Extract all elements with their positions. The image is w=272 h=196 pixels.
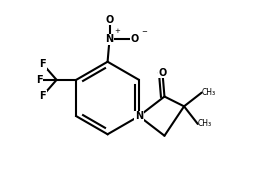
Text: CH₃: CH₃ bbox=[198, 120, 212, 128]
Text: N: N bbox=[106, 34, 114, 44]
Text: −: − bbox=[141, 29, 147, 35]
Text: F: F bbox=[39, 91, 46, 101]
Text: N: N bbox=[135, 111, 143, 121]
Text: O: O bbox=[158, 68, 167, 78]
Text: O: O bbox=[106, 15, 114, 25]
Text: CH₃: CH₃ bbox=[202, 88, 216, 97]
Text: F: F bbox=[36, 75, 42, 85]
Text: +: + bbox=[115, 28, 120, 34]
Text: F: F bbox=[39, 59, 46, 69]
Text: O: O bbox=[131, 34, 139, 44]
